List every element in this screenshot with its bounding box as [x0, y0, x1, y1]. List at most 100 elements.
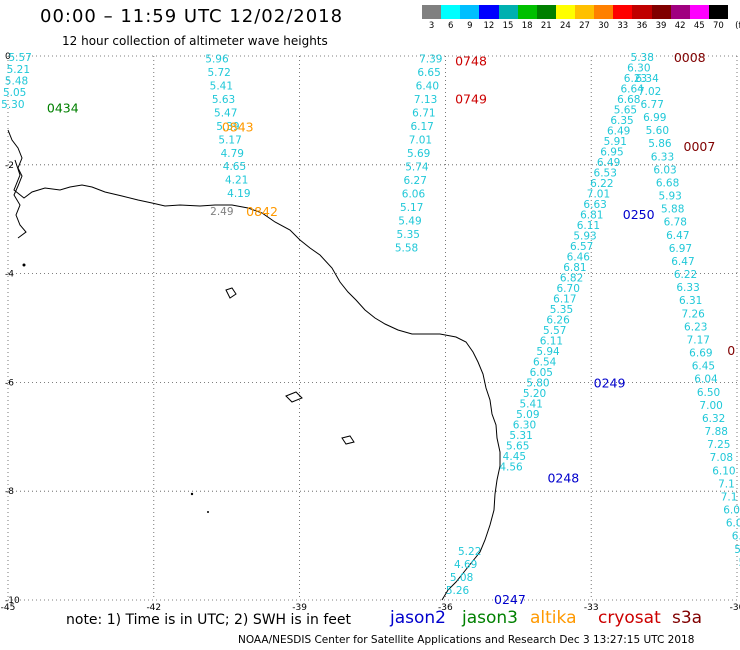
satellite-jason3: jason3 — [462, 608, 518, 628]
swh-value: 5.49 — [398, 216, 421, 228]
pass-time-labels: 0434 0843 0842 0748 0749 0008 0007 0250 0249 0248… — [47, 50, 735, 607]
swh-value: 6.47 — [666, 230, 689, 242]
swh-value: 5.80 — [526, 378, 549, 390]
swh-value: 6.33 — [676, 282, 699, 294]
swh-value: 6.06 — [402, 189, 426, 201]
swh-value: 6.26 — [546, 315, 570, 327]
swh-value: 7.08 — [710, 452, 733, 464]
swh-value: 5.63 — [212, 94, 235, 106]
swh-value: 6.50 — [697, 387, 720, 399]
swh-value: 5.41 — [520, 399, 543, 411]
legend-label: 18 — [521, 21, 533, 31]
legend-swatch — [517, 5, 537, 19]
swh-value: 6.22 — [674, 269, 697, 281]
pass-time-label: 0749 — [455, 91, 487, 106]
legend-swatch — [594, 5, 614, 19]
satellite-altika: altika — [530, 608, 577, 628]
legend-label: 45 — [693, 21, 705, 31]
swh-value: 5.47 — [214, 107, 237, 119]
swh-value: 6.11 — [577, 220, 600, 232]
swh-value: 5.30 — [1, 99, 24, 111]
swh-value: 6.03 — [653, 164, 676, 176]
legend-label: 24 — [560, 21, 571, 31]
y-tick-label: -6 — [5, 378, 14, 388]
swh-value: 6.23 — [624, 73, 647, 85]
pass-time-label: 0248 — [547, 471, 579, 486]
swh-value: 6.04 — [694, 374, 718, 386]
swh-value: 6.46 — [567, 252, 591, 264]
legend-swatch — [555, 5, 575, 19]
swh-value: 5.31 — [509, 430, 532, 442]
legend-swatch — [651, 5, 671, 19]
legend-label: 42 — [674, 21, 686, 31]
track-0843: 5.965.72 5.415.635.47 5.395.17 4.794.65 4.21… — [205, 54, 250, 200]
lat-lon-grid — [7, 55, 738, 601]
x-tick-label: -36 — [438, 603, 453, 610]
swh-value: 5.65 — [614, 105, 637, 117]
swh-value: 5. — [734, 544, 740, 556]
pass-time-label: 0249 — [594, 375, 626, 390]
footer-note: note: 1) Time is in UTC; 2) SWH is in fe… — [66, 612, 352, 628]
pass-time-label: 0 — [727, 343, 735, 358]
coastline — [7, 129, 501, 601]
legend-label: 15 — [502, 21, 514, 31]
swh-value: 5.74 — [405, 162, 429, 174]
swh-value: 2.49 — [210, 206, 233, 218]
swh-value: 4.21 — [225, 175, 248, 187]
legend-swatch — [498, 5, 518, 19]
x-tick-label: -39 — [292, 603, 307, 610]
x-tick-label: -45 — [1, 603, 16, 610]
track-0008: 5.386.306.236.646.685.656.356.495.916.95… — [499, 52, 654, 474]
map-title: 00:00 – 11:59 UTC 12/02/2018 — [40, 6, 344, 27]
swh-value: 7.17 — [687, 334, 710, 346]
coastline-mainland — [13, 159, 501, 601]
swh-value: 5.94 — [536, 346, 560, 358]
swh-value: 5.39 — [216, 121, 239, 133]
pass-time-label: 0842 — [246, 204, 278, 219]
swh-value: 7.13 — [414, 94, 437, 106]
legend-label: 21 — [540, 21, 552, 31]
track-0434: 5.575.215.485.055.30 — [1, 52, 32, 111]
swh-value: 5.69 — [407, 148, 430, 160]
legend-swatch — [632, 5, 652, 19]
swh-value: 4.56 — [499, 462, 523, 474]
coastline-west-fragment — [7, 129, 27, 239]
credit-line: NOAA/NESDIS Center for Satellite Applica… — [238, 634, 695, 646]
legend-swatch — [536, 5, 556, 19]
swh-value: 6.81 — [580, 210, 603, 222]
swh-value: 6.63 — [583, 199, 606, 211]
legend-label: 39 — [655, 21, 667, 31]
island-1 — [225, 287, 237, 299]
satellite-jason2: jason2 — [390, 608, 446, 628]
pass-time-label: 0007 — [684, 139, 716, 154]
track-0007: 6.347.026.776.995.605.866.336.036.685.93… — [635, 73, 740, 569]
legend-swatch — [460, 5, 480, 19]
swh-value: 5.38 — [631, 52, 654, 64]
swh-value: 6.95 — [600, 147, 623, 159]
x-tick-label: -42 — [146, 603, 161, 610]
swh-value: 6.49 — [607, 126, 630, 138]
x-tick-label: -30 — [730, 603, 740, 610]
legend-swatch — [613, 5, 633, 19]
swh-value: 6.57 — [570, 241, 593, 253]
swh-value: 7.1 — [721, 491, 738, 503]
swh-value: 7.01 — [587, 189, 610, 201]
swh-value: 5.91 — [604, 136, 627, 148]
swh-value: 6.97 — [669, 243, 692, 255]
swh-value: 6.40 — [416, 81, 439, 93]
legend-label: 33 — [617, 21, 629, 31]
swh-value: 6.53 — [594, 168, 617, 180]
wave-height-color-legend — [422, 5, 728, 19]
legend-label: 70 — [713, 21, 724, 31]
swh-value: 6.70 — [557, 283, 580, 295]
satellite-cryosat: cryosat — [598, 608, 661, 628]
swh-value: 6.27 — [404, 175, 427, 187]
track-0748: 7.396.65 6.407.13 6.716.17 7.015.69 5.746.27… — [395, 54, 443, 255]
legend-swatch — [575, 5, 595, 19]
y-tick-label: -4 — [5, 270, 14, 280]
swh-value: 6.81 — [563, 262, 586, 274]
swh-value: 5.35 — [550, 304, 573, 316]
swh-value: 6.22 — [590, 178, 613, 190]
swh-value: 5.88 — [661, 204, 684, 216]
y-tick-label: -8 — [5, 487, 14, 497]
